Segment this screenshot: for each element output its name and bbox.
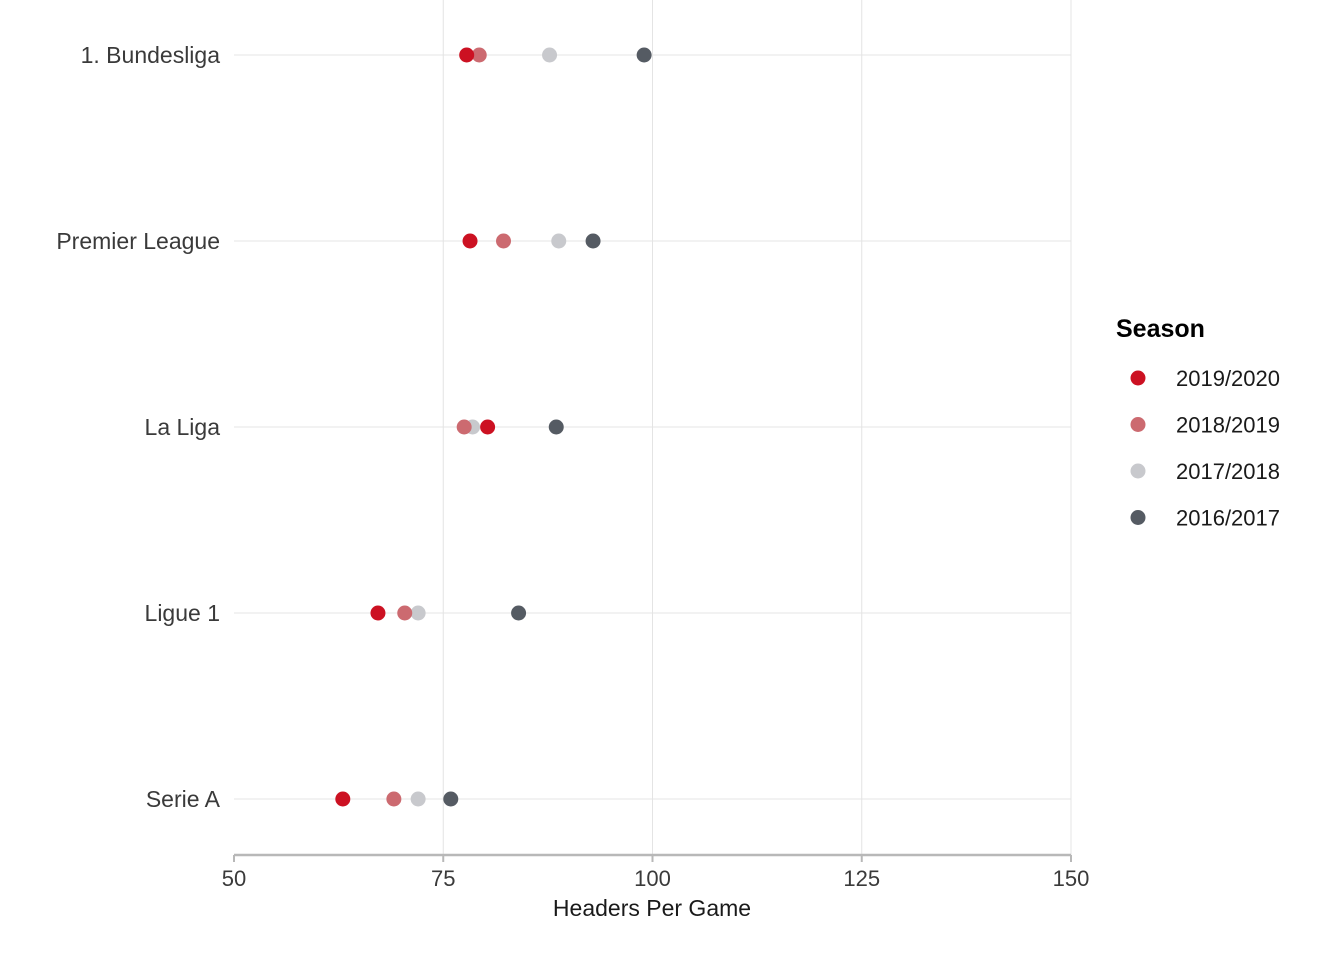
point-2018-2019-premier-league	[496, 233, 512, 249]
point-2017-2018-1-bundesliga	[542, 47, 558, 63]
category-label-serie-a: Serie A	[146, 786, 221, 812]
category-label-ligue-1: Ligue 1	[145, 600, 220, 626]
point-2017-2018-serie-a	[410, 791, 426, 807]
point-2019-2020-premier-league	[462, 233, 478, 249]
legend-title: Season	[1116, 315, 1205, 343]
point-2018-2019-la-liga	[456, 419, 472, 435]
point-2018-2019-ligue-1	[397, 605, 413, 621]
x-axis: 50 75 100 125 150	[222, 853, 1090, 891]
point-2016-2017-premier-league	[585, 233, 601, 249]
point-2017-2018-ligue-1	[410, 605, 426, 621]
point-2016-2017-ligue-1	[511, 605, 527, 621]
legend-key-2018-2019	[1130, 417, 1146, 432]
point-2017-2018-premier-league	[551, 233, 567, 249]
legend-label-2018-2019: 2018/2019	[1176, 413, 1280, 438]
x-axis-title: Headers Per Game	[553, 895, 751, 921]
x-tick-label-75: 75	[431, 866, 455, 891]
category-labels: 1. Bundesliga Premier League La Liga Ligue …	[56, 42, 220, 812]
point-2019-2020-ligue-1	[370, 605, 386, 621]
point-2018-2019-1-bundesliga	[471, 47, 487, 63]
legend-key-2016-2017	[1130, 510, 1146, 525]
point-2019-2020-1-bundesliga	[459, 47, 475, 63]
x-tick-label-100: 100	[634, 866, 671, 891]
legend-key-2017-2018	[1130, 463, 1146, 479]
point-2016-2017-la-liga	[548, 419, 564, 435]
x-tick-label-150: 150	[1053, 866, 1090, 891]
legend-key-2019-2020	[1130, 370, 1146, 386]
x-tick-label-50: 50	[222, 866, 246, 891]
data-points	[335, 47, 652, 807]
legend-label-2019-2020: 2019/2020	[1176, 366, 1280, 391]
point-2018-2019-serie-a	[386, 791, 402, 807]
point-2016-2017-1-bundesliga	[636, 47, 652, 63]
category-label-premier-league: Premier League	[56, 228, 220, 254]
point-2016-2017-serie-a	[443, 791, 459, 807]
legend-label-2016-2017: 2016/2017	[1176, 506, 1280, 531]
x-tick-label-125: 125	[843, 866, 880, 891]
legend: Season 2019/2020 2018/2019 2017/2018 2016/2…	[1116, 315, 1280, 531]
grid-layer	[234, 0, 1072, 855]
category-label-1-bundesliga: 1. Bundesliga	[81, 42, 221, 68]
point-2019-2020-serie-a	[335, 791, 351, 807]
point-2019-2020-la-liga	[480, 419, 496, 435]
category-label-la-liga: La Liga	[145, 414, 221, 440]
legend-label-2017-2018: 2017/2018	[1176, 459, 1280, 484]
